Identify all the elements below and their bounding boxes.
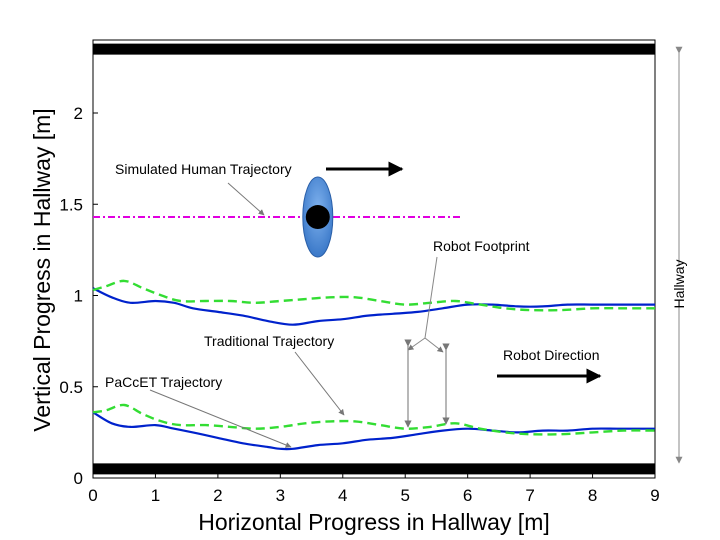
hallway-top-wall: [93, 43, 655, 55]
y-tick-label: 1: [74, 287, 83, 306]
y-tick-label: 0: [74, 469, 83, 488]
robot-direction-label: Robot Direction: [503, 347, 600, 363]
simulated-human-icon: [302, 176, 334, 258]
x-tick-label: 0: [88, 486, 97, 505]
plot-frame: [92, 39, 656, 479]
paccet-upper-edge-line: [92, 287, 655, 326]
footprint-pointer-right: [424, 337, 444, 353]
x-tick-label: 6: [463, 486, 472, 505]
x-tick-label: 5: [400, 486, 409, 505]
robot-footprint-label: Robot Footprint: [433, 238, 530, 254]
x-tick-label: 4: [338, 486, 347, 505]
y-tick-label: 2: [74, 104, 83, 123]
x-tick-label: 9: [650, 486, 659, 505]
x-tick-label: 2: [213, 486, 222, 505]
traditional-label-pointer: [294, 351, 345, 416]
hallway-bottom-wall: [93, 463, 655, 475]
paccet-lower-edge-line: [92, 411, 655, 451]
y-axis-title: Vertical Progress in Hallway [m]: [29, 108, 55, 431]
x-axis-title: Horizontal Progress in Hallway [m]: [198, 509, 550, 535]
x-tick-label: 1: [151, 486, 160, 505]
human-label-pointer: [227, 182, 265, 216]
paccet-trajectory-label: PaCcET Trajectory: [105, 374, 222, 390]
paccet-label-pointer: [149, 389, 292, 448]
hallway-label: Hallway: [671, 259, 687, 308]
x-axis-ticks: 0 1 2 3 4 5 6 7 8 9: [88, 473, 660, 505]
y-tick-label: 1.5: [59, 195, 83, 214]
y-axis-ticks: 0 0.5 1 1.5 2: [59, 104, 98, 488]
x-tick-label: 7: [525, 486, 534, 505]
human-trajectory-label: Simulated Human Trajectory: [115, 161, 292, 177]
x-tick-label: 3: [276, 486, 285, 505]
traditional-lower-edge-line: [92, 403, 656, 436]
x-tick-label: 8: [588, 486, 597, 505]
y-tick-label: 0.5: [59, 378, 83, 397]
traditional-trajectory-label: Traditional Trajectory: [204, 333, 334, 349]
traditional-upper-edge-line: [92, 279, 655, 312]
